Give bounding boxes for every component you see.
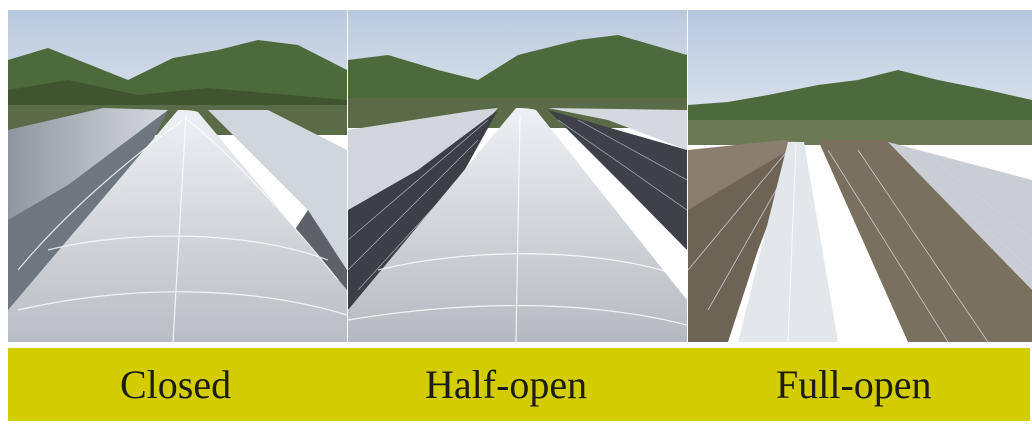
- photo-strip: [8, 10, 1032, 342]
- caption-half-open: Half-open: [425, 362, 588, 407]
- photo-full-open: [688, 10, 1032, 342]
- greenhouse-half-open-image: [348, 10, 687, 342]
- photo-closed: [8, 10, 347, 342]
- greenhouse-full-open-image: [688, 10, 1032, 342]
- caption-full-open: Full-open: [776, 362, 932, 407]
- photo-half-open: [348, 10, 687, 342]
- caption-closed: Closed: [120, 362, 232, 407]
- caption-bar: Closed Half-open Full-open: [8, 348, 1030, 421]
- greenhouse-closed-image: [8, 10, 347, 342]
